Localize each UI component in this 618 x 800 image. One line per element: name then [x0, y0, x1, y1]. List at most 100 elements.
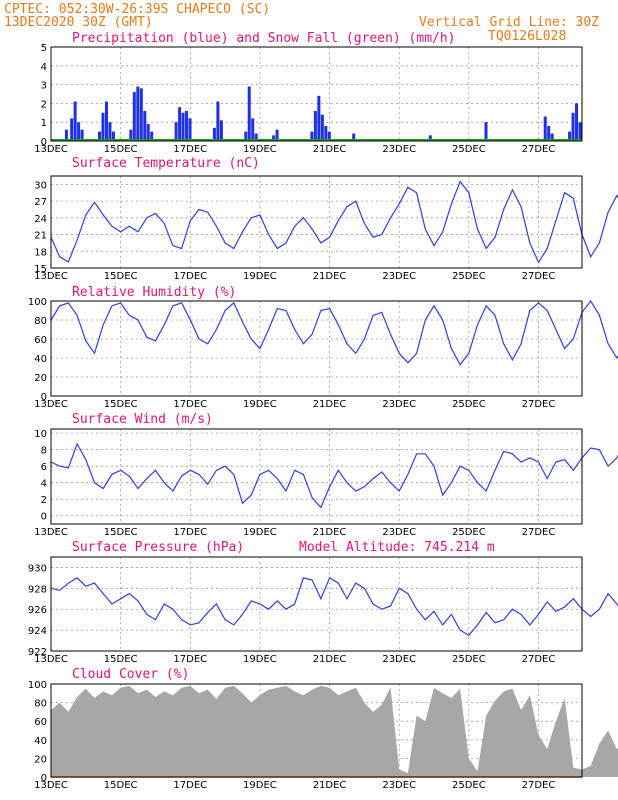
x-tick-label: 21DEC: [313, 527, 347, 538]
precip-bar: [547, 125, 551, 141]
y-tick-label: 928: [28, 584, 47, 595]
precip-bar: [178, 107, 182, 141]
x-tick-label: 25DEC: [452, 144, 486, 155]
y-tick-label: 30: [34, 180, 47, 191]
panel-temp: 15 18 21 24 27 30 13DEC 15DEC 17DEC 19DEC 21DEC 23D…: [34, 156, 618, 282]
y-tick-label: 6: [41, 462, 47, 473]
precip-bar: [244, 131, 248, 141]
precip-bar: [136, 86, 140, 141]
plot-frame: [50, 556, 583, 652]
precip-bar: [543, 116, 547, 141]
x-tick-label: 13DEC: [34, 144, 68, 155]
precip-bar: [212, 127, 216, 141]
panel-wind: 0 2 4 6 8 10 13DEC 15DEC 17DEC 19DEC 21DEC 23DEC 25D…: [34, 412, 618, 538]
x-tick-label: 15DEC: [104, 654, 138, 665]
x-tick-label: 27DEC: [522, 527, 556, 538]
x-tick-label: 15DEC: [104, 144, 138, 155]
precip-bar: [254, 133, 258, 141]
y-tick-label: 20: [34, 373, 47, 384]
panel-title: Cloud Cover (%): [72, 667, 189, 682]
precip-bar: [578, 122, 582, 141]
x-tick-label: 27DEC: [522, 144, 556, 155]
pressure-line: [50, 577, 618, 637]
y-tick-label: 15: [34, 264, 47, 275]
model-altitude: Model Altitude: 745.214 m: [299, 540, 495, 555]
panel-precip: 0 1 2 3 4 5 13DEC 15DEC 17DEC 19DEC 21DEC 23DEC 25DE…: [34, 31, 583, 155]
y-tick-label: 1: [41, 118, 47, 129]
precip-bar: [219, 120, 223, 141]
y-tick-label: 5: [41, 43, 47, 54]
precip-bar: [146, 124, 150, 141]
y-tick-label: 80: [34, 699, 47, 710]
precip-bar: [247, 86, 251, 141]
precip-bar: [568, 131, 572, 141]
panel-cloud: 0 20 40 60 80 100 13DEC 15DEC 17DEC 19DEC 21DEC 23D…: [28, 667, 618, 791]
x-tick-label: 23DEC: [382, 144, 416, 155]
plot-frame: [50, 300, 583, 397]
x-tick-label: 19DEC: [243, 144, 277, 155]
x-tick-label: 25DEC: [452, 654, 486, 665]
x-tick-label: 13DEC: [34, 399, 68, 410]
y-tick-label: 18: [34, 247, 47, 258]
cloud-cover-area: [51, 685, 618, 777]
x-tick-label: 27DEC: [522, 399, 556, 410]
precip-bar: [64, 129, 68, 141]
y-tick-label: 27: [34, 197, 47, 208]
panel-title: Surface Temperature (nC): [72, 156, 260, 171]
x-tick-label: 17DEC: [173, 399, 207, 410]
y-tick-label: 60: [34, 717, 47, 728]
y-tick-label: 924: [28, 626, 47, 637]
precip-bar: [104, 101, 108, 141]
precip-bar: [132, 92, 136, 141]
header-station: CPTEC: 052:30W-26:39S CHAPECO (SC): [4, 2, 270, 17]
precip-bar: [251, 118, 255, 141]
x-tick-label: 17DEC: [173, 527, 207, 538]
x-tick-label: 15DEC: [104, 271, 138, 282]
x-tick-label: 13DEC: [34, 654, 68, 665]
precip-bar: [317, 95, 321, 141]
y-tick-label: 926: [28, 605, 47, 616]
precip-bar: [98, 131, 102, 141]
x-tick-label: 21DEC: [313, 399, 347, 410]
precip-bar: [80, 129, 84, 141]
precip-bar: [188, 118, 192, 141]
x-tick-label: 23DEC: [382, 527, 416, 538]
y-tick-label: 3: [41, 81, 47, 92]
x-tick-label: 21DEC: [313, 654, 347, 665]
x-tick-label: 19DEC: [243, 271, 277, 282]
x-tick-label: 15DEC: [104, 399, 138, 410]
y-tick-label: 4: [41, 479, 47, 490]
y-tick-label: 100: [28, 297, 47, 308]
y-tick-label: 8: [41, 446, 47, 457]
x-tick-label: 19DEC: [243, 654, 277, 665]
precip-bar: [313, 110, 317, 141]
precip-bar: [77, 122, 81, 141]
x-tick-label: 21DEC: [313, 144, 347, 155]
precip-bar: [272, 135, 276, 141]
precip-bar: [73, 101, 77, 141]
precip-bar: [428, 135, 432, 141]
x-tick-label: 23DEC: [382, 399, 416, 410]
precip-bar: [129, 129, 133, 141]
precip-bar: [139, 88, 143, 141]
precip-bar: [111, 131, 115, 141]
y-tick-label: 2: [41, 495, 47, 506]
x-tick-label: 19DEC: [243, 780, 277, 791]
panel-pressure: 922 924 926 928 930 13DEC 15DEC 17DEC 19DEC 21DEC…: [28, 540, 618, 665]
x-tick-label: 25DEC: [452, 271, 486, 282]
precip-bar: [571, 112, 575, 141]
y-tick-label: 60: [34, 335, 47, 346]
y-tick-label: 20: [34, 754, 47, 765]
x-tick-label: 13DEC: [34, 527, 68, 538]
precip-bar: [150, 131, 154, 141]
y-tick-label: 930: [28, 563, 47, 574]
x-tick-label: 17DEC: [173, 144, 207, 155]
x-tick-label: 13DEC: [34, 271, 68, 282]
y-tick-label: 80: [34, 316, 47, 327]
precip-bar: [174, 122, 178, 141]
x-tick-label: 13DEC: [34, 780, 68, 791]
panel-rh: 0 20 40 60 80 100 13DEC 15DEC 17DEC 19DEC 21DEC 23D…: [28, 285, 618, 410]
x-tick-label: 27DEC: [522, 654, 556, 665]
x-tick-label: 21DEC: [313, 780, 347, 791]
x-tick-label: 19DEC: [243, 399, 277, 410]
